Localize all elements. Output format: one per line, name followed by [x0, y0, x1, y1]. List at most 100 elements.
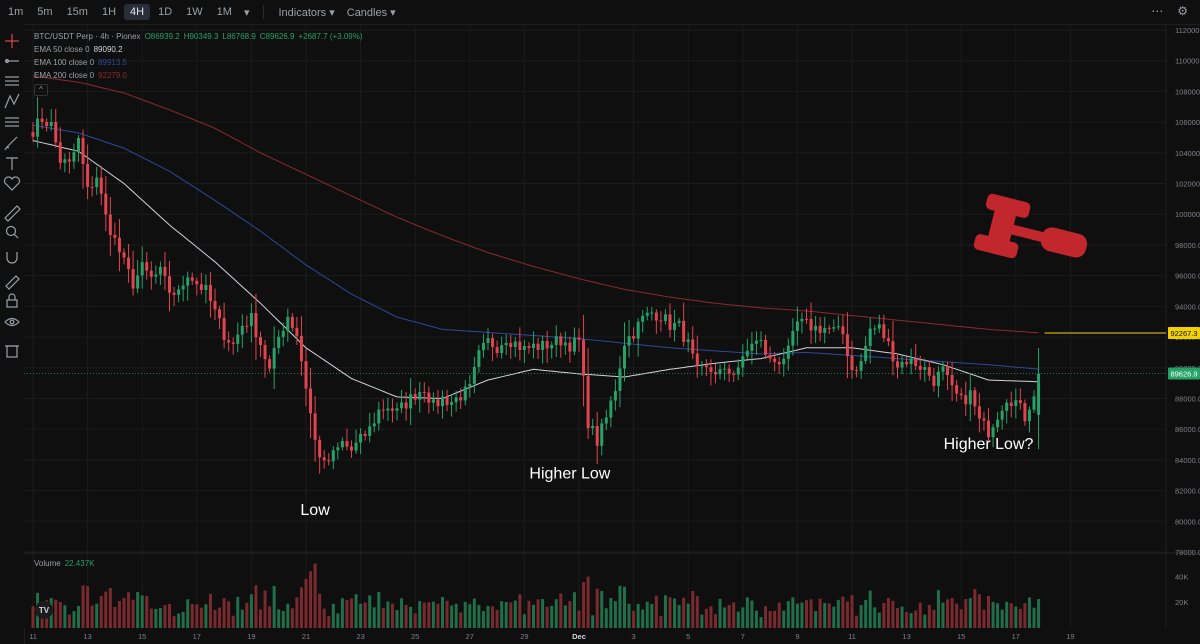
indicators-button[interactable]: Indicators ▾ — [278, 6, 335, 19]
candle-body — [131, 269, 135, 289]
timeframe-1m[interactable]: 1m — [8, 6, 24, 18]
volume-bar — [286, 603, 290, 628]
volume-bar — [86, 586, 90, 628]
candle-body — [186, 277, 190, 286]
timeframe-5m[interactable]: 5m — [37, 6, 53, 18]
candle-body — [99, 177, 103, 194]
trash-icon[interactable] — [5, 345, 19, 358]
volume-bar — [750, 600, 754, 628]
candle-body — [418, 392, 422, 400]
volume-bar — [1014, 606, 1018, 628]
zoom-icon[interactable] — [5, 225, 19, 239]
volume-bar — [714, 614, 717, 628]
volume-bar — [727, 604, 731, 628]
candle-body — [168, 276, 171, 293]
volume-tick-label: 20K — [1175, 598, 1188, 607]
volume-bar — [991, 601, 995, 628]
candle-body — [677, 320, 681, 323]
symbol-label[interactable]: BTC/USDT Perp · 4h · Pionex — [34, 32, 141, 41]
fib-icon[interactable] — [5, 117, 19, 127]
timeframe-dropdown-icon[interactable]: ▾ — [243, 6, 250, 19]
volume-bar — [964, 599, 968, 628]
volume-bar — [663, 595, 667, 628]
candle-body — [814, 325, 818, 331]
volume-bar — [354, 594, 358, 628]
timeframe-1mo[interactable]: 1M — [216, 6, 232, 18]
timeframe-1w[interactable]: 1W — [186, 6, 203, 18]
candle-body — [923, 367, 927, 370]
ema50-row[interactable]: EMA 50 close 0 89090.2 — [34, 43, 363, 56]
heart-icon[interactable] — [3, 176, 21, 191]
candle-body — [81, 137, 85, 164]
candle-body — [154, 274, 158, 277]
candle-body — [618, 368, 622, 391]
candle-body — [409, 394, 413, 409]
candle-body — [318, 439, 322, 458]
candles-button[interactable]: Candles ▾ — [346, 6, 396, 19]
settings-icon[interactable]: ⚙ — [1177, 4, 1188, 18]
candle-body — [591, 425, 595, 429]
volume-bar — [90, 605, 94, 628]
candle-body — [691, 339, 695, 354]
more-options-icon[interactable]: ⋯ — [1151, 4, 1164, 18]
candle-body — [968, 390, 972, 405]
timeframe-15m[interactable]: 15m — [66, 6, 88, 18]
ema50-value: 89090.2 — [93, 45, 123, 54]
crosshair-icon[interactable] — [5, 34, 19, 48]
candle-body — [158, 266, 162, 275]
ema100-value: 89913.5 — [98, 58, 127, 67]
volume-bar — [263, 590, 267, 628]
volume-bar — [959, 609, 963, 628]
lock-draw-icon[interactable] — [5, 275, 20, 290]
brush-icon[interactable] — [4, 136, 18, 151]
candle-body — [896, 361, 899, 368]
volume-bar — [818, 598, 822, 628]
lock-icon[interactable] — [6, 293, 18, 308]
channel-icon[interactable] — [5, 76, 19, 86]
candle-body — [1018, 400, 1022, 404]
candle-body — [782, 358, 786, 365]
volume-bar — [290, 608, 294, 628]
pattern-icon[interactable] — [4, 93, 20, 109]
candle-body — [764, 339, 768, 355]
indicators-label: Indicators — [278, 6, 327, 19]
candle-body — [977, 406, 981, 419]
candle-body — [554, 336, 558, 345]
topbar-right: ⋯ ⚙ — [1151, 4, 1188, 18]
timeframe-4h[interactable]: 4H — [124, 4, 151, 20]
toolbar-divider — [263, 5, 265, 19]
candle-body — [254, 312, 258, 338]
ruler-icon[interactable] — [4, 205, 21, 222]
candle-body — [818, 325, 822, 333]
volume-bar — [777, 602, 781, 628]
ema200-row[interactable]: EMA 200 close 0 92279.0 — [34, 69, 363, 82]
line-tool-icon[interactable] — [4, 58, 19, 64]
legend-collapse-button[interactable]: ^ — [34, 84, 48, 96]
magnet-icon[interactable] — [6, 252, 18, 264]
eye-icon[interactable] — [4, 317, 20, 327]
candle-body — [104, 193, 108, 215]
volume-bar — [149, 608, 153, 628]
candle-body — [518, 341, 522, 350]
candle-body — [208, 284, 212, 301]
candle-body — [668, 314, 672, 330]
candle-body — [909, 358, 913, 365]
volume-bar — [618, 585, 622, 628]
candle-body — [363, 433, 367, 436]
timeframe-1d[interactable]: 1D — [158, 6, 173, 18]
volume-bar — [932, 609, 936, 628]
volume-bar — [946, 599, 950, 628]
candle-body — [309, 388, 313, 414]
candle-body — [855, 370, 859, 372]
volume-bar — [327, 615, 331, 628]
ema100-row[interactable]: EMA 100 close 0 89913.5 — [34, 56, 363, 69]
text-icon[interactable] — [6, 157, 18, 170]
volume-bar — [641, 609, 645, 628]
timeframe-1h[interactable]: 1H — [101, 6, 117, 18]
candle-body — [777, 361, 781, 365]
candle-body — [727, 368, 731, 374]
volume-legend: Volume 22.437K — [34, 559, 95, 568]
volume-bar — [436, 603, 440, 628]
candle-body — [891, 341, 895, 362]
